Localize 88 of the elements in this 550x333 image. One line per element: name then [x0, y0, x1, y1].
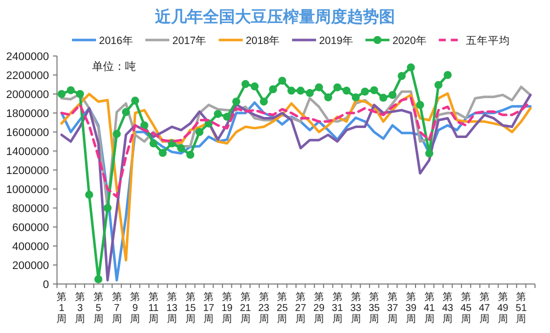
x-tick-label: 第27周	[295, 291, 307, 325]
y-tick-label: 2000000	[6, 89, 49, 101]
x-tick-label: 第15周	[184, 291, 196, 325]
point	[76, 90, 84, 98]
x-tick-label: 第33周	[350, 291, 362, 325]
legend-label: 2018年	[246, 35, 280, 47]
x-tick-label: 第11周	[148, 291, 160, 325]
legend-label: 2016年	[99, 35, 134, 47]
y-tick-label: 1400000	[6, 146, 49, 158]
point	[296, 86, 305, 95]
x-tick-label: 第29周	[313, 291, 325, 325]
x-tick-label: 第17周	[203, 291, 215, 325]
x-tick-label: 第41周	[424, 291, 436, 325]
point	[241, 80, 250, 88]
point	[269, 85, 278, 94]
y-tick-label: 1000000	[6, 184, 49, 196]
x-tick-label: 第1周	[56, 291, 67, 325]
y-tick-label: 1600000	[6, 127, 49, 139]
y-tick-label: 800000	[12, 203, 49, 215]
x-tick-label: 第51周	[516, 291, 528, 325]
point	[250, 82, 259, 90]
x-tick-label: 第23周	[258, 291, 270, 325]
point	[260, 98, 268, 106]
point	[406, 63, 415, 72]
x-tick-label: 第37周	[386, 291, 399, 325]
point	[58, 90, 66, 98]
point	[195, 128, 204, 136]
x-tick-label: 第49周	[497, 291, 509, 325]
point	[306, 89, 314, 98]
point	[388, 90, 397, 99]
y-tick-label: 0	[42, 279, 49, 291]
point	[278, 76, 286, 85]
point	[94, 275, 102, 284]
x-tick-label: 第43周	[442, 291, 454, 325]
chart-title: 近几年全国大豆压榨量周度趋势图	[154, 7, 395, 26]
point	[379, 94, 388, 102]
point	[66, 86, 75, 94]
y-tick-label: 1800000	[6, 108, 49, 120]
x-tick-label: 第3周	[74, 291, 85, 325]
point	[214, 110, 222, 118]
point	[425, 149, 434, 158]
point	[112, 130, 121, 138]
point	[398, 72, 406, 80]
annotation: 单位：吨	[92, 60, 136, 73]
x-tick-label: 第9周	[130, 291, 140, 325]
x-tick-label: 第13周	[166, 291, 178, 325]
point	[158, 148, 167, 157]
x-tick-label: 第7周	[112, 291, 122, 325]
x-tick-label: 第47周	[478, 291, 490, 325]
legend-label: 2019年	[319, 35, 354, 47]
x-tick-label: 第25周	[276, 291, 288, 325]
point	[131, 96, 140, 105]
point	[104, 204, 112, 212]
point	[287, 86, 296, 95]
y-tick-label: 2200000	[6, 70, 49, 82]
x-tick-label: 第31周	[332, 291, 344, 325]
x-tick-label: 第21周	[240, 291, 252, 325]
point	[314, 83, 323, 92]
legend-label: 五年平均	[466, 35, 510, 47]
point	[150, 139, 158, 148]
point	[444, 71, 452, 79]
point	[140, 121, 148, 130]
x-tick-label: 第19周	[221, 291, 234, 325]
point	[352, 93, 360, 102]
point	[342, 86, 351, 95]
point	[177, 144, 186, 152]
point	[85, 190, 94, 199]
point	[223, 112, 232, 121]
x-tick-label: 第35周	[368, 291, 380, 325]
y-tick-label: 200000	[12, 260, 49, 272]
point	[434, 80, 442, 89]
point	[360, 88, 369, 96]
point	[122, 108, 130, 116]
point	[416, 100, 424, 109]
point	[333, 83, 342, 92]
x-tick-label: 第5周	[93, 291, 104, 325]
y-tick-label: 2400000	[6, 51, 49, 63]
x-tick-label: 第45周	[460, 291, 472, 325]
point	[324, 93, 332, 102]
y-tick-label: 1200000	[6, 165, 49, 177]
legend-label: 2017年	[172, 35, 207, 47]
legend-label: 2020年	[392, 35, 427, 47]
y-tick-label: 400000	[12, 241, 49, 253]
point	[232, 98, 240, 106]
y-tick-label: 600000	[12, 222, 49, 234]
point	[186, 150, 194, 159]
x-tick-label: 第39周	[405, 291, 417, 325]
point	[370, 86, 378, 94]
